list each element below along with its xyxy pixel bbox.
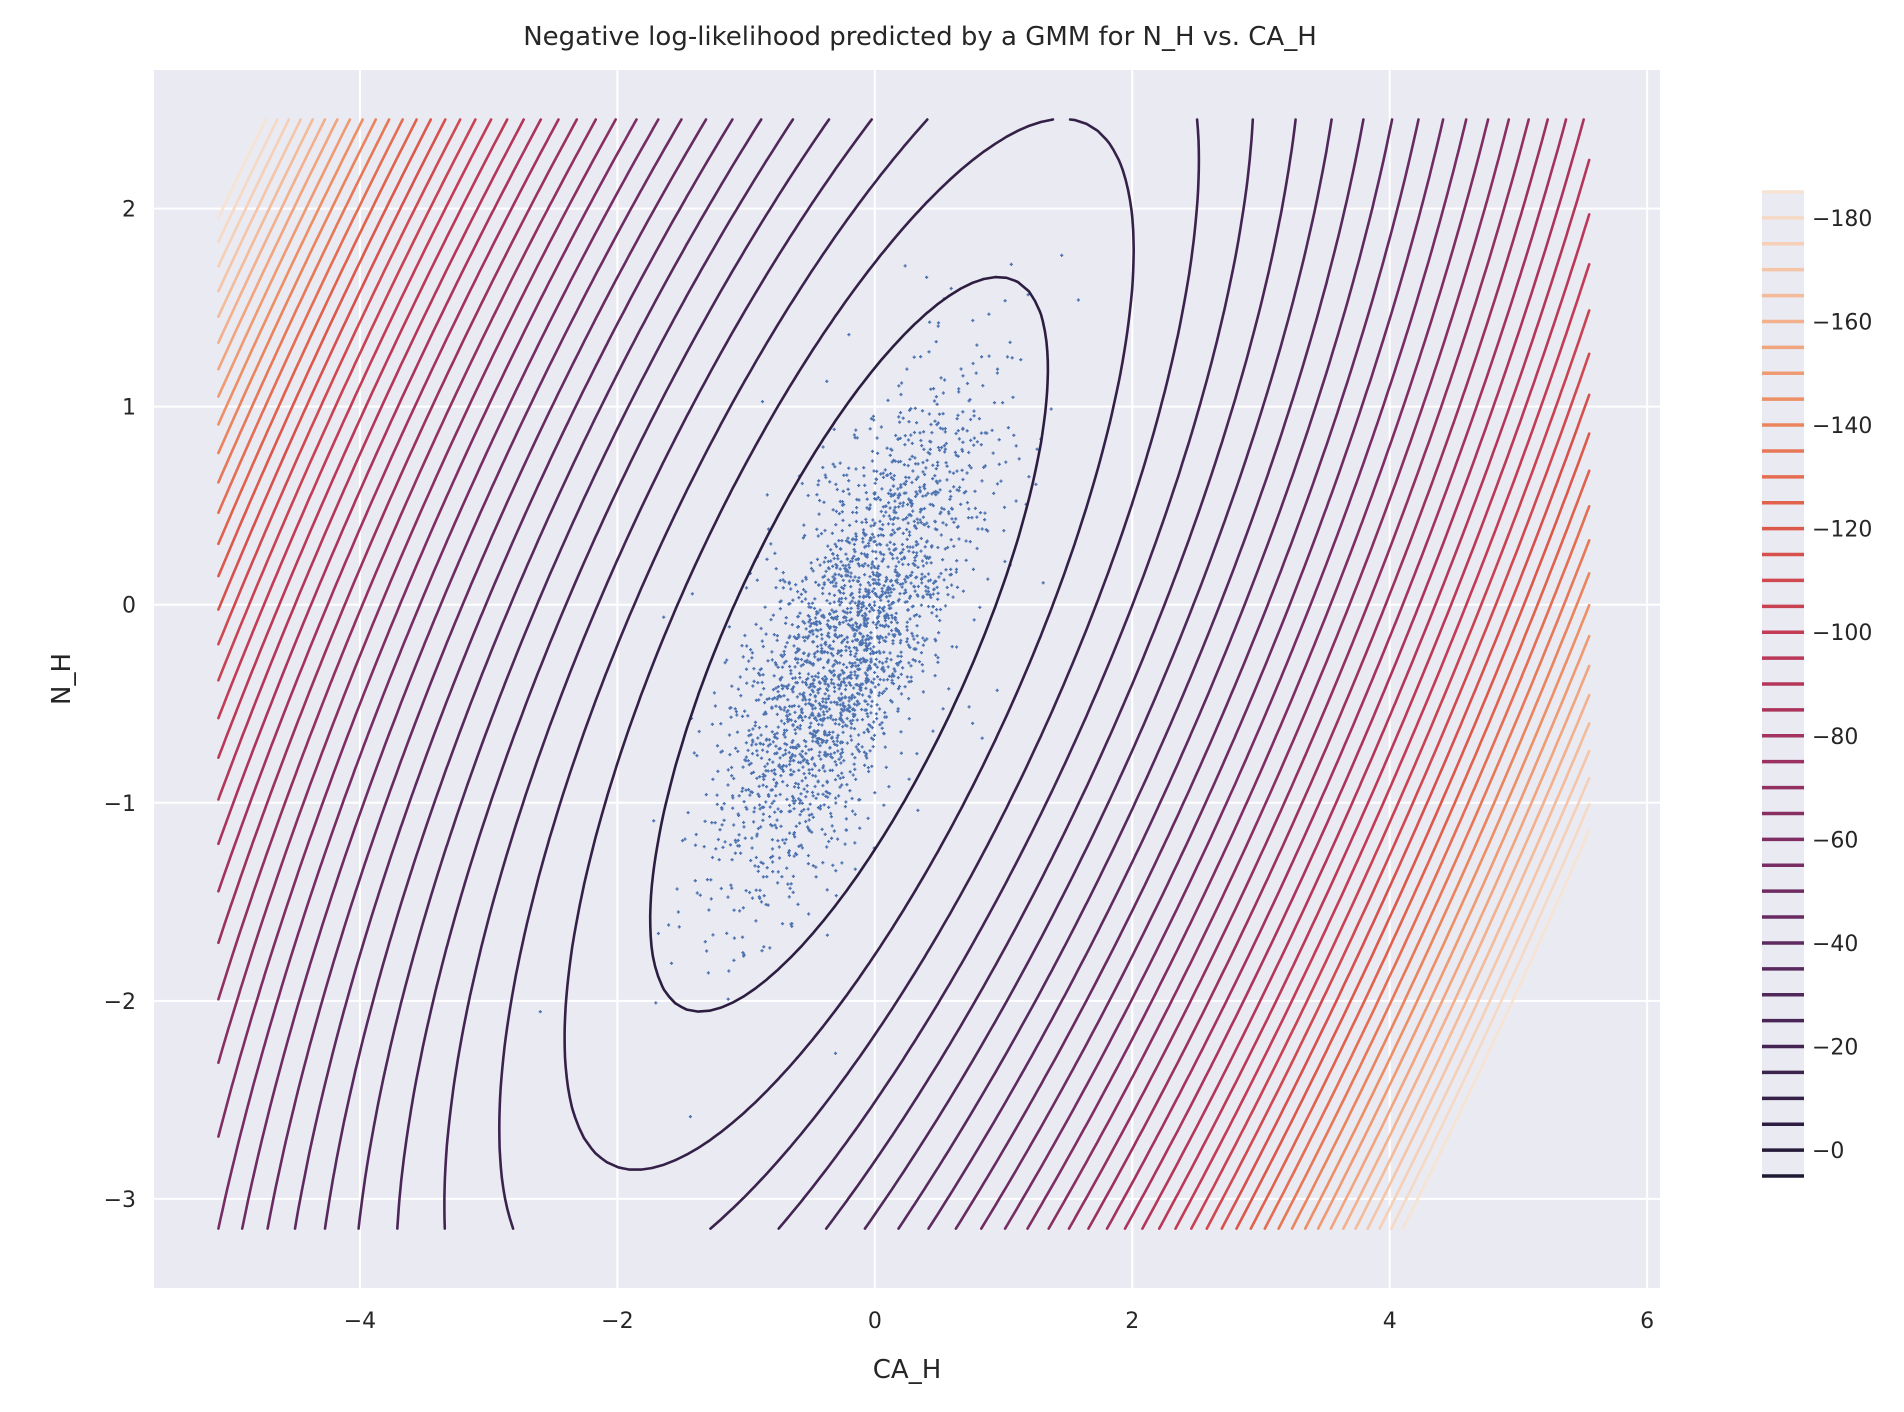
x-axis-ticks: −4 −2 0 2 4 6 — [344, 1309, 1654, 1334]
x-axis-label: CA_H — [873, 1355, 942, 1385]
y-tick-label: 1 — [122, 396, 136, 421]
x-tick-label: −4 — [344, 1309, 376, 1334]
x-tick-label: 2 — [1125, 1309, 1139, 1334]
y-axis-label: N_H — [47, 653, 77, 705]
colorbar-tick-label: −20 — [1812, 1036, 1858, 1061]
x-tick-label: 6 — [1640, 1309, 1654, 1334]
colorbar-tick-label: −160 — [1812, 310, 1872, 335]
colorbar-ticks: −0 −20 −40 −60 −80 −100 −120 −140 −160 −180 — [1812, 207, 1872, 1164]
colorbar-tick-label: −0 — [1812, 1139, 1844, 1164]
colorbar-tick-label: −80 — [1812, 725, 1858, 750]
y-tick-label: 0 — [122, 594, 136, 619]
colorbar-tick-label: −40 — [1812, 932, 1858, 957]
y-tick-label: −2 — [104, 990, 136, 1015]
colorbar-tick-label: −60 — [1812, 828, 1858, 853]
y-tick-label: −3 — [104, 1188, 136, 1213]
chart-title: Negative log-likelihood predicted by a G… — [523, 22, 1317, 52]
x-tick-label: 4 — [1383, 1309, 1397, 1334]
colorbar-tick-label: −140 — [1812, 414, 1872, 439]
x-tick-label: −2 — [601, 1309, 633, 1334]
y-tick-label: 2 — [122, 198, 136, 223]
colorbar-tick-label: −100 — [1812, 621, 1872, 646]
y-tick-label: −1 — [104, 792, 136, 817]
colorbar-tick-label: −120 — [1812, 518, 1872, 543]
colorbar-tick-label: −180 — [1812, 207, 1872, 232]
y-axis-ticks: −3 −2 −1 0 1 2 — [104, 198, 136, 1213]
x-tick-label: 0 — [868, 1309, 882, 1334]
